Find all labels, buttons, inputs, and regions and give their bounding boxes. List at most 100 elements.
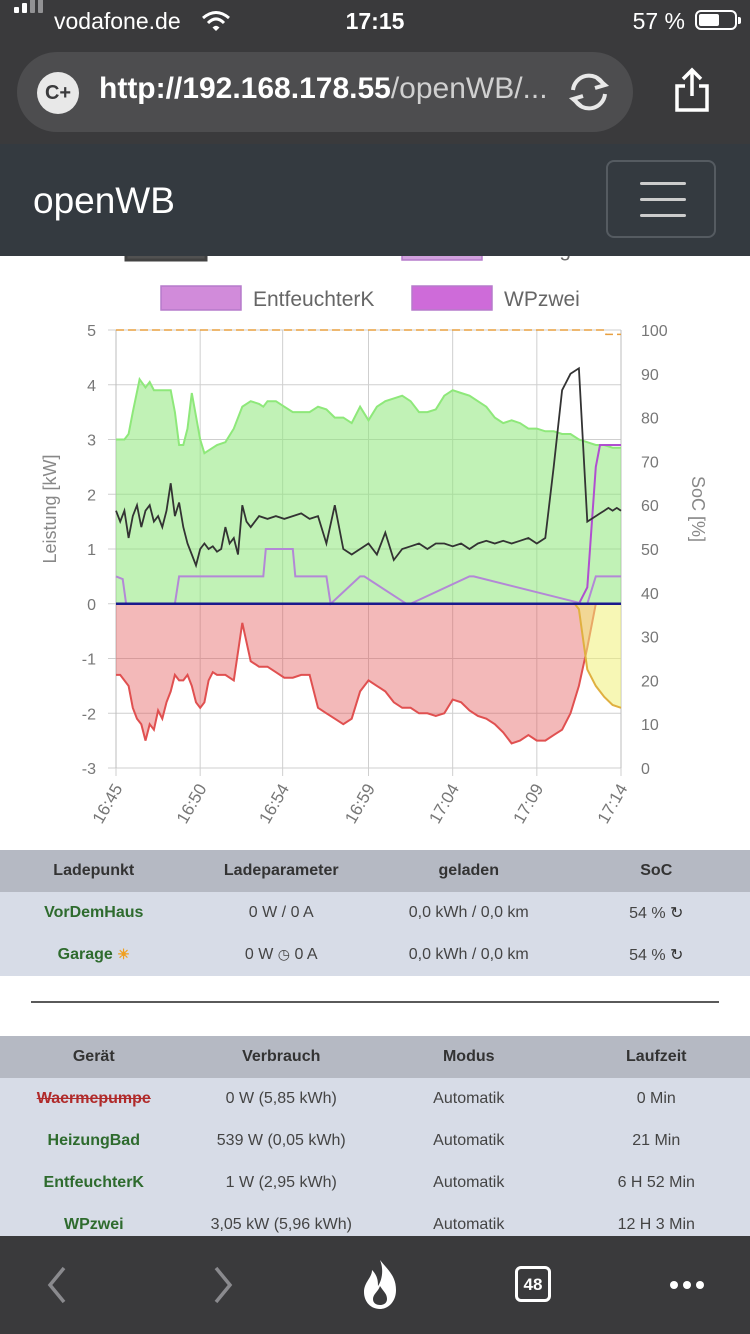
table-row: HeizungBad 539 W (0,05 kWh) Automatik 21… — [0, 1120, 750, 1162]
device-mode[interactable]: Automatik — [375, 1078, 563, 1120]
x-tick-label: 16:45 — [89, 781, 127, 827]
legend-swatch — [124, 256, 208, 262]
y2-tick-label: 70 — [641, 454, 659, 471]
table-row: Garage ☀ 0 W ◷ 0 A 0,0 kWh / 0,0 km 54 %… — [0, 934, 750, 976]
reload-icon[interactable] — [565, 70, 613, 114]
chargepoint-name: Garage — [57, 946, 113, 963]
app-navbar: openWB — [0, 144, 750, 256]
plug-icon: ☀ — [117, 946, 130, 962]
soc-cell: 54 % ↻ — [562, 934, 750, 976]
clock: 17:15 — [345, 8, 405, 34]
device-table: Gerät Verbrauch Modus Laufzeit Waermepum… — [0, 1036, 750, 1246]
grid-area — [116, 603, 596, 744]
y-tick-label: -3 — [82, 761, 96, 778]
x-tick-label: 17:09 — [510, 781, 548, 827]
share-icon[interactable] — [672, 66, 712, 114]
column-header: Verbrauch — [187, 1036, 375, 1078]
y-axis-label: Leistung [kW] — [40, 454, 60, 563]
y-tick-label: 5 — [87, 323, 96, 340]
refresh-soc-icon[interactable]: ↻ — [670, 905, 684, 922]
battery-area — [574, 603, 621, 708]
chargepoint-cell[interactable]: Garage ☀ — [0, 934, 188, 976]
column-header: Ladepunkt — [0, 850, 188, 892]
address-bar[interactable]: C+ http://192.168.178.55/openWB/... — [17, 52, 633, 132]
column-header: Laufzeit — [562, 1036, 750, 1078]
charged-amount: 0,0 kWh / 0,0 km — [375, 892, 563, 934]
device-mode[interactable]: Automatik — [375, 1120, 563, 1162]
chargepoint-name[interactable]: VorDemHaus — [0, 892, 188, 934]
y2-tick-label: 80 — [641, 411, 659, 428]
column-header: Gerät — [0, 1036, 188, 1078]
y2-tick-label: 40 — [641, 586, 659, 603]
x-tick-label: 16:50 — [173, 781, 211, 827]
y2-tick-label: 0 — [641, 761, 650, 778]
pv-line — [116, 376, 621, 455]
device-runtime: 6 H 52 Min — [562, 1162, 750, 1204]
battery-icon — [695, 10, 741, 30]
table-row: Waermepumpe 0 W (5,85 kWh) Automatik 0 M… — [0, 1078, 750, 1120]
device-name[interactable]: HeizungBad — [0, 1120, 188, 1162]
table-header-row: Ladepunkt Ladeparameter geladen SoC — [0, 850, 750, 892]
column-header: Ladeparameter — [187, 850, 375, 892]
battery-percent: 57 % — [632, 8, 685, 34]
soc-cell: 54 % ↻ — [562, 892, 750, 934]
column-header: SoC — [562, 850, 750, 892]
browser-toolbar: C+ http://192.168.178.55/openWB/... — [0, 44, 750, 144]
device-name[interactable]: Waermepumpe — [0, 1078, 188, 1120]
soc-line — [116, 329, 621, 336]
pv-area — [116, 379, 621, 604]
y2-tick-label: 20 — [641, 673, 659, 690]
soc-value: 54 % — [629, 905, 666, 922]
x-tick-label: 17:04 — [425, 781, 463, 827]
menu-toggle-button[interactable] — [606, 160, 716, 238]
y-tick-label: -1 — [82, 652, 96, 669]
url-path: /openWB/... — [390, 72, 548, 105]
more-options-icon[interactable] — [670, 1276, 709, 1294]
column-header: Modus — [375, 1036, 563, 1078]
y-tick-label: -2 — [82, 706, 96, 723]
chargepoint-table: Ladepunkt Ladeparameter geladen SoC VorD… — [0, 850, 750, 976]
device-consumption: 0 W (5,85 kWh) — [187, 1078, 375, 1120]
house-consumption-line — [115, 366, 622, 569]
forward-icon[interactable] — [204, 1236, 240, 1334]
legend-label: Hausverbrauch — [218, 256, 360, 261]
device-name[interactable]: EntfeuchterK — [0, 1162, 188, 1204]
refresh-soc-icon[interactable]: ↻ — [670, 947, 684, 964]
y2-tick-label: 100 — [641, 323, 668, 340]
y2-tick-label: 10 — [641, 717, 659, 734]
status-bar: vodafone.de 17:15 57 % — [0, 0, 750, 44]
y-tick-label: 1 — [87, 542, 96, 559]
y-tick-label: 2 — [87, 487, 96, 504]
wifi-icon — [202, 11, 230, 31]
soc-value: 54 % — [629, 947, 666, 964]
grid-line — [116, 603, 597, 745]
legend-swatch — [411, 285, 493, 311]
device-mode[interactable]: Automatik — [375, 1162, 563, 1204]
column-header: geladen — [375, 850, 563, 892]
fire-icon[interactable] — [358, 1236, 402, 1334]
param-power: 0 W — [244, 946, 274, 963]
charge-parameter[interactable]: 0 W ◷ 0 A — [187, 934, 375, 976]
x-tick-label: 17:14 — [594, 781, 632, 827]
charge-parameter[interactable]: 0 W / 0 A — [187, 892, 375, 934]
table-header-row: Gerät Verbrauch Modus Laufzeit — [0, 1036, 750, 1078]
power-chart: Hausverbrauch HeizungBad EntfeuchterK WPzwe… — [0, 256, 750, 850]
carrier-name: vodafone.de — [54, 8, 181, 34]
section-divider — [31, 1001, 719, 1003]
url-text[interactable]: http://192.168.178.55/openWB/... — [99, 72, 548, 106]
back-icon[interactable] — [40, 1236, 76, 1334]
table-row: VorDemHaus 0 W / 0 A 0,0 kWh / 0,0 km 54… — [0, 892, 750, 934]
brand-title[interactable]: openWB — [33, 180, 175, 221]
battery-line — [573, 603, 622, 709]
site-icon: C+ — [37, 72, 79, 114]
tab-count-button[interactable]: 48 — [515, 1266, 551, 1302]
legend-swatch — [160, 285, 242, 311]
x-tick-label: 16:54 — [255, 781, 293, 827]
hamburger-icon — [640, 182, 686, 185]
y2-tick-label: 60 — [641, 498, 659, 515]
clock-icon: ◷ — [277, 946, 291, 962]
y2-axis-label: SoC [%] — [688, 476, 708, 542]
legend-label: EntfeuchterK — [253, 288, 374, 311]
device-runtime: 21 Min — [562, 1120, 750, 1162]
device-consumption: 1 W (2,95 kWh) — [187, 1162, 375, 1204]
